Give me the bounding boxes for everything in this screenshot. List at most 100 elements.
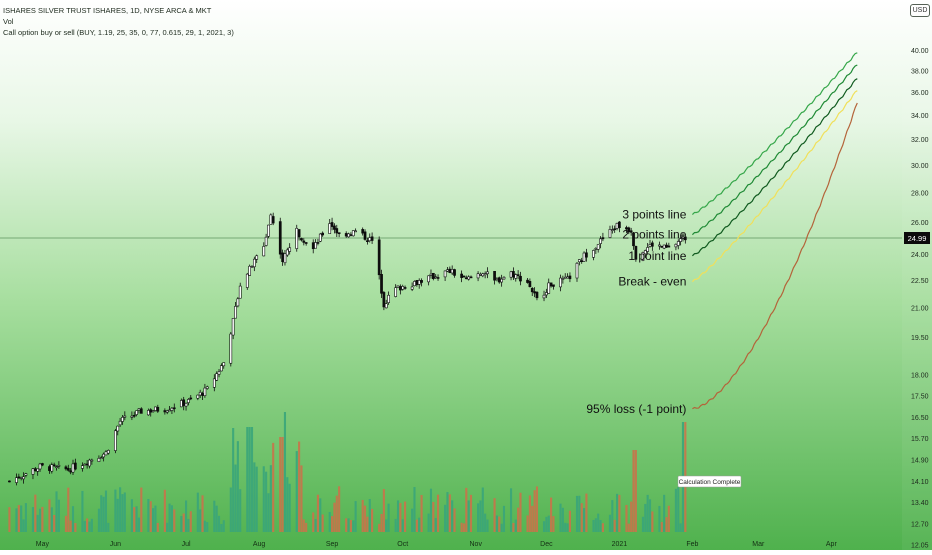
candle	[629, 230, 633, 233]
payoff-lines	[691, 52, 858, 410]
volume-bar	[283, 412, 287, 532]
volume-bar	[387, 503, 390, 532]
candle	[318, 233, 322, 242]
candle	[483, 273, 487, 276]
volume-label[interactable]: Vol	[3, 17, 14, 26]
candle	[384, 303, 388, 309]
candle	[601, 237, 605, 240]
candle	[387, 294, 390, 303]
candle	[88, 459, 91, 467]
price-axis[interactable]: 40.00 38.00 36.00 34.00 32.00 30.00 28.00 26.00…	[902, 0, 932, 550]
candle	[415, 280, 419, 286]
candle	[288, 247, 292, 252]
volume-bar	[48, 499, 51, 532]
volume-bar	[130, 499, 133, 532]
volume-bar	[331, 516, 334, 532]
volume-bar	[512, 522, 515, 532]
candle	[396, 285, 400, 288]
candle	[231, 318, 235, 336]
volume-bar	[500, 523, 503, 532]
volume-bar	[116, 498, 119, 532]
candle	[519, 275, 522, 282]
candle	[486, 271, 489, 275]
candle	[401, 286, 405, 290]
volume-bar	[163, 489, 166, 532]
volume-bar	[154, 505, 157, 532]
volume-bar	[451, 500, 454, 532]
candle	[132, 414, 136, 417]
volume-bar	[411, 508, 414, 532]
volume-bar	[335, 495, 338, 532]
volume-bar	[578, 495, 581, 532]
volume-bar	[121, 494, 124, 532]
volume-bar	[187, 518, 190, 532]
candle	[429, 273, 433, 276]
volume-bar	[50, 507, 53, 532]
candle	[615, 222, 619, 229]
candle	[41, 463, 44, 466]
candle	[514, 274, 518, 279]
volume-bar	[641, 516, 644, 532]
volume-bar	[361, 499, 364, 532]
volume-bar	[38, 508, 42, 532]
candle	[413, 281, 416, 287]
candle	[283, 253, 287, 264]
volume-bar	[135, 506, 138, 532]
indicator-label[interactable]: Call option buy or sell (BUY, 1.19, 25, …	[3, 28, 234, 37]
candle	[267, 224, 270, 237]
volume-bar	[173, 509, 176, 532]
candle	[585, 252, 588, 258]
volume-bar	[246, 427, 249, 532]
candle	[354, 230, 357, 233]
candle	[278, 221, 282, 255]
candle	[502, 276, 506, 280]
volume-bar	[597, 513, 600, 532]
volume-bar	[189, 511, 192, 532]
candle	[512, 271, 515, 278]
volume-bar	[580, 503, 583, 532]
volume-bar	[34, 494, 37, 532]
time-tick: Oct	[397, 541, 408, 548]
candle	[344, 233, 348, 237]
volume-bar	[427, 513, 430, 532]
candle	[643, 250, 647, 255]
time-axis[interactable]: May Jun Jul Aug Sep Oct Nov Dec 2021 Feb Mar Apr	[36, 541, 838, 548]
volume-bar	[648, 499, 652, 532]
candle	[252, 258, 256, 268]
price-tick: 24.00	[911, 252, 929, 259]
volume-bar	[368, 498, 371, 532]
candle	[582, 252, 586, 262]
volume-bar	[140, 487, 143, 532]
volume-bar	[385, 519, 388, 532]
candle	[217, 371, 221, 375]
volume-bar	[269, 465, 272, 532]
volume-bar	[495, 515, 498, 532]
volume-bar	[608, 514, 612, 532]
candle	[500, 278, 503, 283]
candle	[104, 451, 108, 456]
volume-bar	[486, 519, 489, 532]
volume-bar	[102, 496, 105, 532]
volume-bar	[545, 516, 548, 532]
candle	[8, 480, 11, 483]
candle	[542, 294, 546, 299]
candle	[118, 420, 122, 426]
candle	[15, 477, 18, 483]
volume-bar	[432, 501, 435, 532]
candle	[495, 278, 499, 281]
symbol-title[interactable]: ISHARES SILVER TRUST ISHARES, 1D, NYSE A…	[3, 6, 212, 15]
candle	[69, 470, 73, 473]
currency-badge[interactable]: USD	[910, 4, 930, 17]
candle	[184, 402, 188, 407]
candle	[370, 236, 374, 241]
time-tick: Dec	[540, 541, 553, 548]
volume-bar	[363, 505, 367, 532]
time-tick: Sep	[326, 541, 339, 548]
candle	[19, 477, 23, 479]
candle	[172, 407, 176, 410]
volume-bar	[509, 488, 513, 532]
volume-bar	[429, 488, 433, 532]
candle	[311, 242, 315, 250]
